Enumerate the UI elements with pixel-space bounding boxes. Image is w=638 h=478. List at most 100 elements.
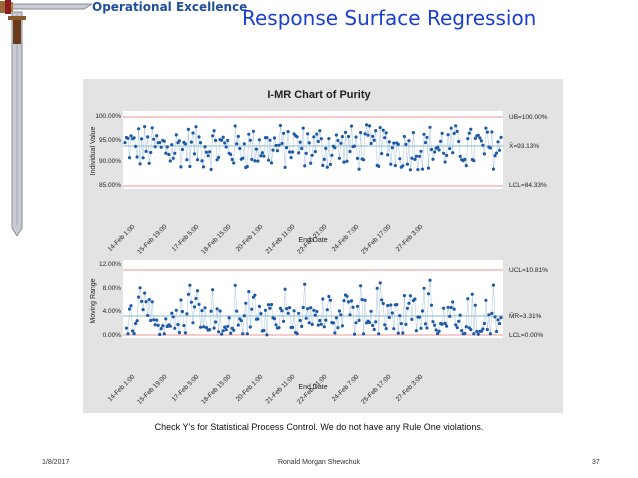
mr-data-point [336, 326, 340, 330]
mr-data-point [420, 309, 425, 313]
mr-data-point [256, 317, 260, 321]
mr-data-point [360, 298, 364, 302]
mr-data-point [448, 314, 452, 318]
mr-data-point [159, 327, 163, 331]
mr-data-point [192, 305, 197, 309]
mr-data-point [203, 306, 207, 310]
mr-data-point [147, 298, 151, 302]
chart-panel: I-MR Chart of Purity Individual Value 10… [83, 79, 563, 413]
mr-xtick-4: 20-Feb 1:00 [235, 373, 265, 403]
mr-data-point [452, 307, 456, 311]
individual-data-point [469, 127, 473, 131]
individual-data-point [372, 138, 376, 142]
mr-data-point [134, 321, 138, 326]
mr-data-point [407, 301, 411, 305]
individual-data-point [179, 165, 183, 169]
individual-data-point [318, 129, 322, 133]
individual-data-point [173, 151, 177, 155]
individual-data-point [138, 162, 142, 166]
individual-data-point [378, 126, 382, 130]
mr-data-point [440, 322, 444, 326]
mr-data-point [304, 316, 308, 320]
mr-data-point [402, 294, 406, 298]
individual-data-point [413, 157, 417, 161]
individual-ylabel: Individual Value [90, 126, 97, 175]
mr-data-point [282, 319, 286, 323]
mr-data-point [286, 311, 290, 315]
individual-data-point [214, 138, 218, 142]
individual-data-point [325, 165, 329, 169]
individual-data-point [146, 135, 150, 139]
individual-data-point [402, 134, 406, 139]
individual-data-point [215, 158, 219, 162]
individual-data-point [490, 130, 494, 134]
mr-data-point [387, 315, 391, 320]
mr-data-point [233, 283, 237, 287]
individual-data-point [295, 135, 299, 139]
mr-data-point [331, 321, 335, 325]
mr-data-point [433, 323, 437, 327]
mr-data-point [156, 323, 160, 327]
mr-data-point [161, 324, 165, 328]
individual-data-point [298, 140, 302, 144]
mr-data-point [173, 326, 177, 330]
individual-data-point [129, 134, 133, 138]
individual-data-point [315, 132, 319, 136]
individual-data-point [180, 147, 184, 152]
mr-ytick-12: 12.00% [99, 261, 121, 268]
individual-data-point [333, 146, 337, 150]
individual-data-point [285, 146, 289, 150]
individual-data-point [352, 144, 357, 148]
mr-data-point [362, 332, 366, 336]
individual-data-point [484, 126, 488, 130]
mr-data-point [285, 307, 289, 311]
mr-data-point [354, 321, 358, 325]
individual-data-point [371, 134, 375, 138]
mr-data-point [419, 326, 423, 330]
mr-data-point [398, 314, 402, 318]
individual-data-point [250, 157, 254, 161]
mr-data-point [198, 325, 203, 329]
individual-xlabel: End Date [298, 237, 327, 244]
individual-data-point [420, 167, 425, 171]
mr-data-point [487, 313, 491, 317]
individual-data-point [171, 156, 175, 160]
mr-data-point [352, 332, 357, 336]
mr-ytick-0: 0.00% [103, 332, 122, 339]
mr-data-point [194, 296, 198, 301]
mr-data-point [127, 307, 132, 311]
individual-data-point [259, 154, 263, 158]
mr-data-point [395, 303, 399, 307]
mr-data-point [333, 331, 337, 335]
mr-data-point [272, 317, 277, 321]
mr-data-point [229, 331, 233, 335]
individual-data-point [306, 132, 310, 136]
individual-data-point [186, 127, 190, 131]
mr-data-point [445, 324, 449, 328]
slide-title: Response Surface Regression [242, 6, 537, 30]
mr-center-label: M̄R=3.31% [509, 312, 542, 320]
mr-data-point [283, 287, 287, 291]
mr-data-point [431, 320, 435, 324]
mr-data-point [349, 299, 354, 303]
mr-data-point [155, 318, 159, 322]
individual-data-point [383, 136, 387, 140]
individual-data-point [164, 151, 168, 155]
individual-data-point [247, 132, 251, 136]
mr-data-point [265, 333, 269, 337]
mr-data-point [334, 316, 338, 320]
individual-data-point [467, 131, 471, 135]
individual-data-point [437, 148, 441, 152]
individual-data-point [324, 146, 328, 150]
mr-data-point [221, 329, 225, 333]
mr-data-point [132, 332, 136, 336]
individual-data-point [217, 155, 221, 159]
mr-data-point [179, 298, 183, 302]
individual-data-point [135, 155, 139, 159]
individual-data-point [150, 126, 154, 130]
individual-data-point [197, 135, 201, 139]
individual-data-point [392, 141, 396, 145]
individual-data-point [411, 131, 415, 135]
individual-data-point [455, 129, 459, 133]
mr-data-point [280, 309, 284, 313]
